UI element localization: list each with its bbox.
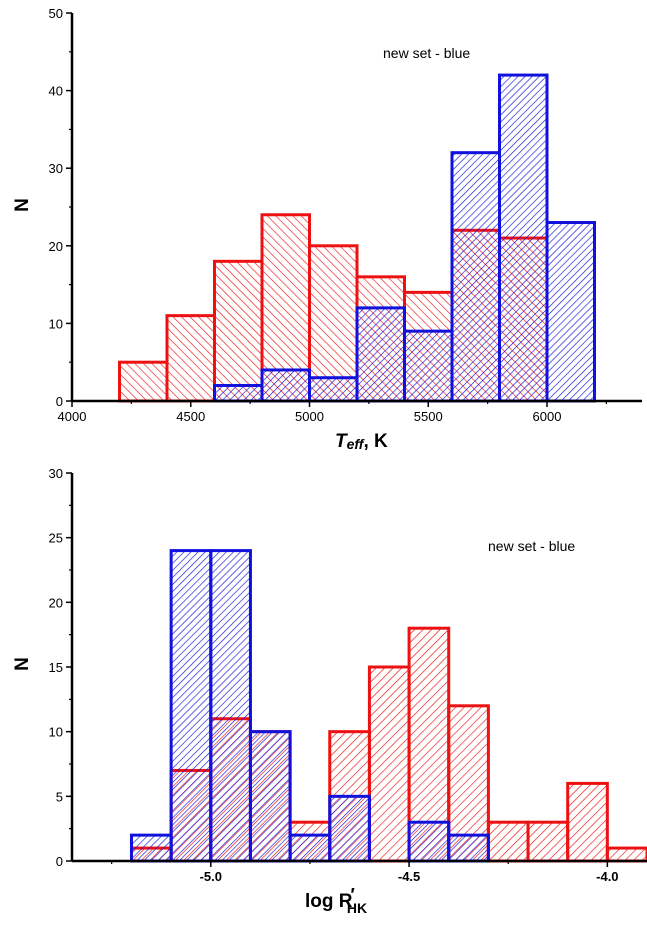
rhk-blue-bar-1 <box>169 549 213 863</box>
rhk-x-label-prime: ′ <box>351 885 355 905</box>
teff-x-axis-label: Teff, K <box>335 431 388 452</box>
rhk-red-bar-11 <box>566 781 609 863</box>
teff-y-tick-label: 20 <box>49 239 63 254</box>
rhk-blue-bar-4 <box>288 833 332 863</box>
rhk-x-tick-label: -4.0 <box>596 869 618 884</box>
rhk-x-axis-label: log R′ HK <box>305 885 367 916</box>
rhk-x-tick-label: -5.0 <box>200 869 222 884</box>
teff-x-tick-label: 4000 <box>58 409 87 424</box>
teff-blue-bar-3 <box>355 306 406 403</box>
rhk-red-bar-12 <box>605 846 647 863</box>
rhk-blue-bar-7 <box>447 833 490 863</box>
teff-blue-bar-2 <box>308 376 359 403</box>
rhk-x-label-sub: HK <box>347 900 367 916</box>
teff-blue-bar-1 <box>260 368 311 403</box>
rhk-blue-bar-0 <box>129 833 173 863</box>
rhk-blue-bar-6 <box>407 820 451 863</box>
teff-x-tick-label: 4500 <box>176 409 205 424</box>
teff-red-bar-1 <box>165 314 216 403</box>
teff-y-axis-label: N <box>12 198 33 212</box>
teff-x-tick-label: 5500 <box>414 409 443 424</box>
rhk-y-tick-label: 20 <box>49 595 63 610</box>
rhk-red-bar-6 <box>367 665 411 863</box>
teff-blue-bar-0 <box>213 383 264 403</box>
rhk-y-tick-label: 0 <box>56 854 63 869</box>
rhk-y-tick-label: 10 <box>49 725 63 740</box>
rhk-y-axis-label: N <box>12 657 33 671</box>
rhk-blue-bar-2 <box>209 549 252 863</box>
teff-histogram: 0 10 20 30 40 50 4000 4500 5000 5500 6000 new set … <box>12 6 642 452</box>
teff-bars <box>118 73 596 403</box>
rhk-x-tick-label: -4.5 <box>398 869 420 884</box>
rhk-x-label-main: log R <box>305 891 353 912</box>
teff-y-tick-label: 30 <box>49 161 63 176</box>
teff-x-label-main: T <box>335 431 348 452</box>
teff-blue-bar-6 <box>498 73 549 403</box>
teff-x-label-sub: eff <box>347 436 365 452</box>
teff-y-tick-label: 0 <box>56 394 63 409</box>
teff-x-label-suffix: , K <box>363 431 388 452</box>
teff-annotation: new set - blue <box>383 45 470 61</box>
rhk-red-bar-9 <box>486 820 530 863</box>
rhk-blue-bar-3 <box>248 730 292 863</box>
rhk-y-tick-label: 5 <box>56 789 63 804</box>
teff-blue-bar-7 <box>545 221 596 403</box>
rhk-annotation: new set - blue <box>488 538 575 554</box>
teff-y-tick-label: 40 <box>49 84 63 99</box>
rhk-blue-bar-5 <box>328 794 371 863</box>
teff-x-tick-label: 5000 <box>295 409 324 424</box>
teff-blue-bar-5 <box>450 151 501 403</box>
rhk-y-tick-label: 15 <box>49 660 63 675</box>
teff-axes: 0 10 20 30 40 50 4000 4500 5000 5500 6000 <box>49 6 642 424</box>
rhk-bars <box>129 549 647 863</box>
teff-red-bar-2 <box>213 259 264 403</box>
rhk-y-tick-label: 30 <box>49 466 63 481</box>
teff-y-tick-label: 10 <box>49 316 63 331</box>
teff-y-tick-label: 50 <box>49 6 63 21</box>
teff-blue-bar-4 <box>403 329 454 403</box>
teff-red-bar-0 <box>118 360 169 403</box>
rhk-axes: 0 5 10 15 20 25 30 -5.0 -4.5 -4.0 <box>49 466 647 884</box>
rhk-red-bar-10 <box>526 820 570 863</box>
teff-x-tick-label: 6000 <box>533 409 562 424</box>
rhk-y-tick-label: 25 <box>49 531 63 546</box>
